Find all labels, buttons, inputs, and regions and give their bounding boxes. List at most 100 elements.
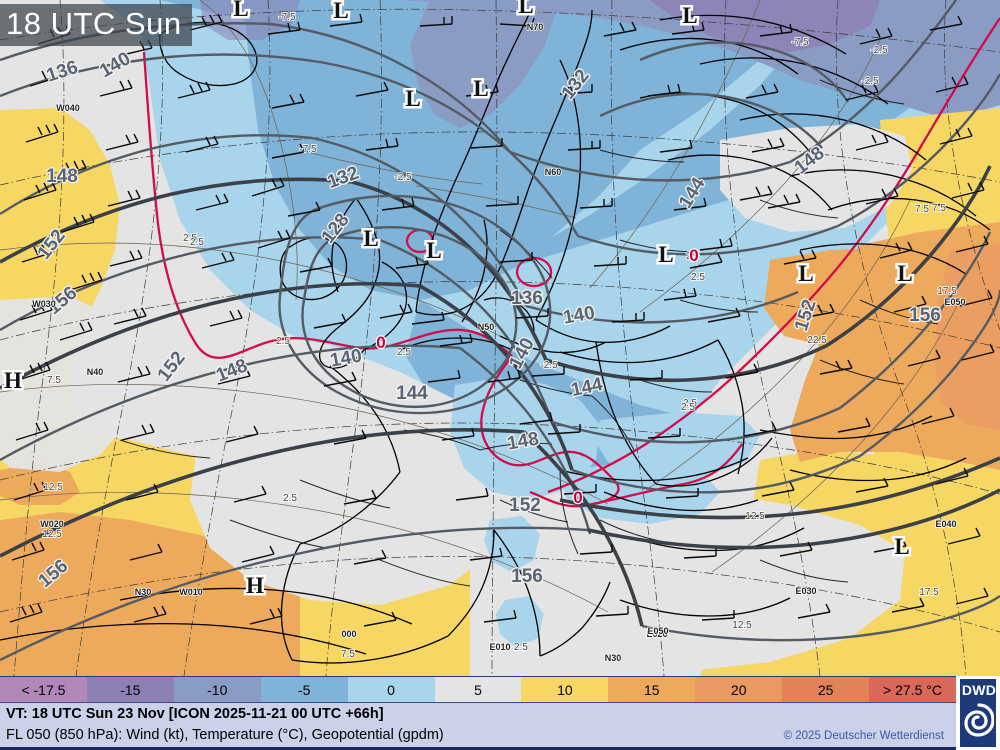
isotherm-label-20: 2.5 bbox=[514, 642, 528, 653]
isotherm-label-18: 2.5 bbox=[283, 493, 297, 504]
colorbar-label: < -17.5 bbox=[21, 681, 66, 698]
colorbar-label: 5 bbox=[474, 681, 482, 698]
grid-label-0: N70 bbox=[527, 22, 544, 32]
grid-label-7: W030 bbox=[32, 299, 56, 309]
geopotential-label-22: 156 bbox=[909, 305, 941, 326]
product-description-text: FL 050 (850 hPa): Wind (kt), Temperature… bbox=[6, 727, 444, 743]
grid-coordinate-labels: N70 N60 N50 N40 N30 N30 W040 W030 W020 W010 0 0 0 E01… bbox=[32, 21, 967, 663]
pressure-marker-2: L bbox=[405, 86, 420, 111]
zero-isotherm-label-2: 0 bbox=[573, 488, 582, 507]
grid-label-11: E010 bbox=[489, 642, 510, 652]
pressure-center-markers: L L L L L L L L L L L H H L bbox=[2, 0, 916, 601]
pressure-marker-10: L bbox=[897, 261, 912, 286]
colorbar-label: 10 bbox=[557, 681, 573, 698]
dwd-logo[interactable]: DWD bbox=[956, 676, 1000, 750]
spiral-icon bbox=[964, 703, 994, 737]
pressure-marker-4: L bbox=[682, 3, 697, 28]
geopotential-label-2: 148 bbox=[46, 166, 78, 187]
grid-label-3: N40 bbox=[87, 367, 104, 377]
colorbar-cell-6[interactable]: 10 bbox=[521, 677, 609, 702]
colorbar-label: -10 bbox=[207, 681, 228, 698]
pressure-marker-1: L bbox=[333, 0, 348, 23]
grid-label-1: N60 bbox=[545, 167, 562, 177]
isotherm-label-23: 17.5 bbox=[937, 286, 957, 297]
isotherm-labels: -7.5-7.5-7.5-2.5-2.52.5-2.52.52.57.52.52… bbox=[41, 11, 958, 661]
isotherm-label-13: -2.5 bbox=[540, 360, 558, 371]
copyright-text: © 2025 Deutscher Wetterdienst bbox=[783, 730, 944, 742]
grid-label-2: N50 bbox=[478, 322, 495, 332]
projection-gridlines bbox=[0, 0, 1000, 676]
grid-label-5: N30 bbox=[605, 653, 622, 663]
geopotential-label-8: 144 bbox=[396, 383, 428, 404]
temperature-field bbox=[0, 0, 1000, 676]
grid-label-16: E050 bbox=[647, 626, 668, 636]
dwd-logo-box: DWD bbox=[959, 678, 997, 748]
wind-barbs bbox=[9, 13, 995, 627]
colorbar-cell-10[interactable]: > 27.5 °C bbox=[869, 677, 956, 702]
isotherm-label-12: 2.5 bbox=[276, 336, 290, 347]
colorbar-cell-3[interactable]: -5 bbox=[260, 677, 348, 702]
pressure-marker-11: H bbox=[4, 368, 22, 393]
isotherm-label-6: -2.5 bbox=[870, 45, 888, 56]
grid-label-8: W020 bbox=[40, 519, 64, 529]
grid-label-10: 000 bbox=[341, 629, 356, 639]
pressure-marker-3: L bbox=[473, 76, 488, 101]
isotherm-label-10: 2.5 bbox=[397, 347, 411, 358]
page-title: 18 UTC Sun bbox=[0, 4, 192, 46]
colorbar-cell-1[interactable]: -15 bbox=[86, 677, 174, 702]
isotherm-label-25: 22.5 bbox=[807, 335, 827, 346]
grid-label-15: E050 bbox=[944, 297, 965, 307]
isotherm-label-27: 7.5 bbox=[932, 203, 946, 214]
grid-label-13: E030 bbox=[795, 586, 816, 596]
colorbar-cell-8[interactable]: 20 bbox=[695, 677, 783, 702]
isotherm-label-4: -2.5 bbox=[861, 76, 879, 87]
pressure-marker-8: L bbox=[658, 242, 673, 267]
colorbar-label: 15 bbox=[644, 681, 660, 698]
geopotential-contours bbox=[0, 0, 1000, 662]
isotherm-label-15: 7.5 bbox=[47, 375, 61, 386]
isotherm-label-26: 2.5 bbox=[681, 402, 695, 413]
pressure-marker-7: L bbox=[426, 238, 441, 263]
colorbar-label: -15 bbox=[120, 681, 141, 698]
pressure-marker-5: L bbox=[518, 0, 533, 18]
valid-time-text: VT: 18 UTC Sun 23 Nov [ICON 2025-11-21 0… bbox=[6, 706, 384, 722]
footer-panel: VT: 18 UTC Sun 23 Nov [ICON 2025-11-21 0… bbox=[0, 702, 1000, 750]
colorbar-cell-5[interactable]: 5 bbox=[434, 677, 522, 702]
pressure-marker-0: L bbox=[233, 0, 248, 21]
colorbar-label: -5 bbox=[297, 681, 311, 698]
colorbar-cell-9[interactable]: 25 bbox=[782, 677, 870, 702]
geopotential-label-12: 136 bbox=[511, 288, 543, 309]
isotherm-label-17: 12.5 bbox=[42, 529, 62, 540]
colorbar-label: 0 bbox=[387, 681, 395, 698]
pressure-marker-12: H bbox=[246, 573, 264, 598]
colorbar-cell-7[interactable]: 15 bbox=[608, 677, 696, 702]
pressure-marker-6: L bbox=[363, 226, 378, 251]
isotherm-label-3: -2.5 bbox=[394, 172, 412, 183]
isotherm-label-22: 12.5 bbox=[745, 511, 765, 522]
grid-label-4: N30 bbox=[135, 587, 152, 597]
weather-map-panel[interactable]: 136 140 148 152 156 152 148 140 144 132 128 132 136 1… bbox=[0, 0, 1000, 676]
colorbar-cell-2[interactable]: -10 bbox=[173, 677, 261, 702]
grid-label-14: E040 bbox=[935, 519, 956, 529]
grid-label-12: E020 bbox=[646, 629, 667, 639]
geopotential-label-18: 148 bbox=[506, 428, 541, 454]
zero-isotherm-labels: 0 0 0 bbox=[375, 245, 700, 508]
pressure-marker-9: L bbox=[798, 261, 813, 286]
isotherm-label-14: 2.5 bbox=[683, 398, 697, 409]
isotherm-label-21: 12.5 bbox=[732, 620, 752, 631]
isotherm-label-16: 12.5 bbox=[43, 482, 63, 493]
isotherm-label-1: -7.5 bbox=[791, 37, 809, 48]
isotherm-label-11: 2.5 bbox=[190, 237, 204, 248]
isotherm-label-0: -7.5 bbox=[278, 12, 296, 23]
isotherm-label-8: 2.5 bbox=[686, 251, 700, 262]
geopotential-label-20: 156 bbox=[511, 566, 543, 587]
dwd-logo-text: DWD bbox=[961, 682, 997, 698]
isotherm-label-5: 2.5 bbox=[183, 233, 197, 244]
temperature-colorbar[interactable]: < -17.5 -15 -10 -5 0 5 10 15 20 25 > 27.5 °C bbox=[0, 676, 1000, 702]
isotherm-label-24: 17.5 bbox=[919, 587, 939, 598]
isotherm-label-19: 7.5 bbox=[341, 649, 355, 660]
colorbar-cell-0[interactable]: < -17.5 bbox=[0, 677, 87, 702]
colorbar-cell-4[interactable]: 0 bbox=[347, 677, 435, 702]
